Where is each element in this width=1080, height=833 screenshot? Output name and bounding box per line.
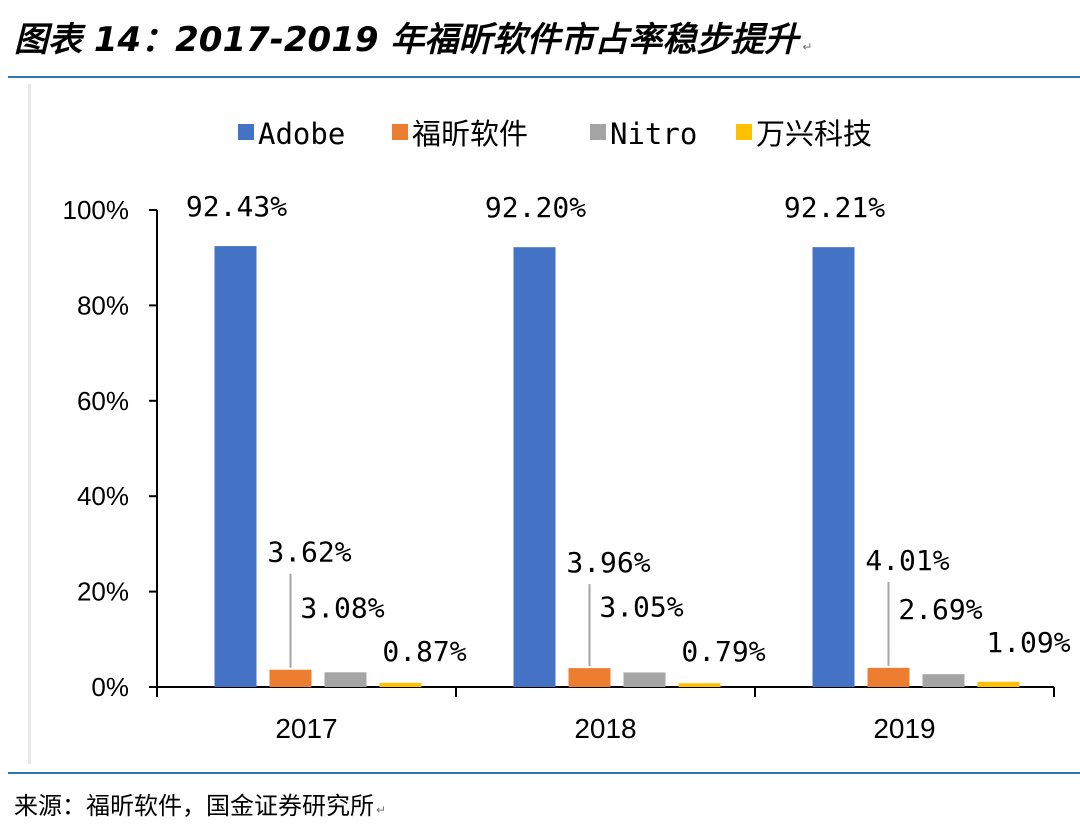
y-tick-label: 0%: [91, 672, 129, 702]
bar-福昕软件: [269, 669, 312, 687]
bar-福昕软件: [568, 668, 611, 687]
data-label: 0.87%: [382, 635, 466, 668]
bar-万兴科技: [977, 681, 1020, 687]
legend-swatch: [392, 124, 408, 140]
y-tick-label: 20%: [77, 577, 129, 607]
x-tick-label: 2019: [873, 713, 935, 744]
chart-title: 图表 14：2017-2019 年福昕软件市占率稳步提升 ↵: [14, 12, 812, 61]
data-label: 3.62%: [267, 536, 351, 569]
data-label: 1.09%: [986, 626, 1070, 659]
legend-label: Adobe: [258, 117, 345, 151]
x-tick-label: 2018: [574, 713, 636, 744]
data-label: 92.43%: [186, 190, 287, 223]
data-label: 2.69%: [898, 593, 982, 626]
data-label: 3.05%: [599, 590, 683, 623]
data-label: 92.21%: [784, 191, 885, 224]
y-tick-label: 40%: [77, 481, 129, 511]
data-label: 3.08%: [300, 591, 384, 624]
x-axis: 2017 2018 2019: [156, 686, 1055, 744]
y-tick-label: 80%: [77, 290, 129, 320]
data-label: 0.79%: [681, 635, 765, 668]
y-tick-label: 60%: [77, 386, 129, 416]
bar-Adobe: [812, 247, 855, 687]
bar-Nitro: [324, 672, 367, 687]
legend-swatch: [736, 124, 752, 140]
legend-label: 福昕软件: [412, 117, 528, 151]
data-labels: 92.43% 3.62% 3.08% 0.87% 92.20% 3.96% 3.05% 0.7…: [186, 190, 1071, 668]
legend-label: Nitro: [610, 117, 697, 151]
x-tick-label: 2017: [275, 713, 337, 744]
data-label: 4.01%: [865, 544, 949, 577]
top-divider: [8, 76, 1080, 78]
bar-Adobe: [214, 246, 257, 688]
bar-Adobe: [513, 247, 556, 687]
bar-Nitro: [922, 674, 965, 687]
paragraph-mark-icon: ↵: [376, 803, 387, 817]
source-text: 来源：福昕软件，国金证券研究所: [14, 792, 374, 820]
bar-Nitro: [623, 672, 666, 687]
data-label: 3.96%: [566, 546, 650, 579]
bar-万兴科技: [379, 682, 422, 687]
frame-left-border: [28, 84, 31, 764]
bottom-divider: [8, 772, 1080, 774]
y-axis: 0% 20% 40% 60% 80% 100%: [63, 195, 158, 702]
legend-swatch: [590, 124, 606, 140]
legend-label: 万兴科技: [756, 117, 872, 151]
source-note: 来源：福昕软件，国金证券研究所 ↵: [14, 786, 386, 821]
chart-title-text: 图表 14：2017-2019 年福昕软件市占率稳步提升: [14, 20, 799, 60]
legend-swatch: [238, 124, 254, 140]
bar-福昕软件: [867, 667, 910, 687]
y-tick-label: 100%: [63, 195, 130, 225]
bars: [214, 246, 1020, 688]
paragraph-mark-icon: ↵: [802, 40, 813, 54]
legend: Adobe 福昕软件 Nitro 万兴科技: [238, 117, 872, 151]
bar-万兴科技: [678, 683, 721, 687]
data-label: 92.20%: [485, 191, 586, 224]
